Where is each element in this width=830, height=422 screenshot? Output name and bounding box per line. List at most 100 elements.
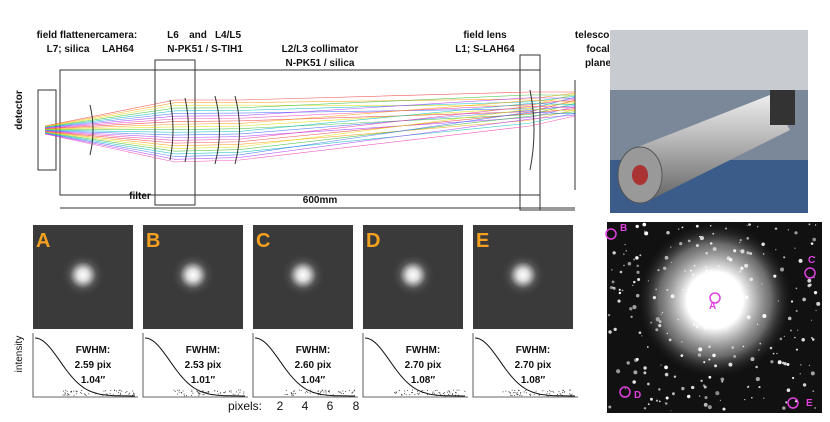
star — [709, 301, 711, 303]
ray — [44, 106, 576, 139]
star — [708, 358, 711, 361]
profile-point — [198, 395, 200, 397]
profile-point — [103, 390, 105, 392]
star — [770, 360, 774, 364]
ray — [44, 100, 576, 130]
star — [695, 224, 699, 228]
star — [708, 375, 712, 379]
ray — [44, 112, 576, 155]
profile-point — [212, 394, 214, 396]
profile-point — [202, 393, 204, 395]
label: L7; silica — [47, 44, 90, 55]
fwhm-text: 1.08″ — [521, 375, 545, 386]
profile-point — [353, 395, 355, 397]
star — [744, 295, 749, 299]
axis-label: pixels: — [228, 399, 262, 413]
profile-point — [433, 392, 435, 394]
profile-point — [304, 392, 306, 394]
profile-point — [440, 394, 442, 396]
star — [655, 317, 660, 322]
ray — [44, 114, 576, 160]
profile-point — [291, 393, 293, 395]
star — [700, 293, 704, 296]
profile-point — [110, 390, 112, 392]
profile-point — [118, 389, 120, 391]
star — [733, 354, 737, 358]
star — [724, 227, 728, 230]
profile-point — [128, 393, 130, 395]
profile-axes — [362, 333, 468, 398]
profile-point — [125, 392, 127, 394]
profile-point — [505, 390, 507, 392]
profile-point — [426, 389, 428, 391]
fwhm-text: FWHM: — [76, 345, 110, 356]
psf-spot — [171, 253, 215, 297]
profile-point — [455, 394, 457, 396]
star — [813, 291, 818, 295]
profile-point — [458, 395, 460, 397]
star — [635, 256, 639, 260]
label: L6 — [167, 30, 179, 41]
tick-label: 2 — [277, 399, 284, 413]
star — [783, 256, 786, 259]
star — [643, 371, 647, 375]
profile-point — [293, 394, 295, 396]
star — [670, 294, 675, 299]
profile-point — [237, 393, 239, 395]
profile-point — [65, 393, 67, 395]
label: field flattener — [37, 30, 100, 41]
tick-label: 6 — [327, 399, 334, 413]
star — [706, 305, 710, 308]
fwhm-text: 1.04″ — [81, 375, 105, 386]
star — [643, 407, 647, 410]
fwhm-text: FWHM: — [406, 345, 440, 356]
label: N-PK51 / silica — [286, 58, 355, 69]
star — [630, 315, 633, 319]
profile-point — [550, 390, 552, 392]
star — [664, 255, 669, 260]
star — [624, 388, 626, 390]
star — [710, 269, 713, 273]
fwhm-text: FWHM: — [516, 345, 550, 356]
profile-point — [523, 391, 525, 393]
star — [665, 402, 668, 405]
star — [755, 377, 760, 382]
profile-point — [514, 390, 516, 392]
star — [609, 286, 614, 290]
star — [633, 258, 636, 261]
profile-point — [559, 393, 561, 395]
profile-point — [393, 391, 395, 393]
marker-label: E — [806, 398, 813, 409]
profile-point — [570, 394, 572, 396]
profile-point — [430, 394, 432, 396]
profile-point — [183, 393, 185, 395]
star — [691, 385, 695, 390]
star — [696, 324, 698, 327]
profile-point — [519, 393, 521, 395]
star — [660, 364, 662, 366]
profile-curve — [144, 337, 245, 397]
profile-point — [67, 394, 69, 396]
star — [777, 300, 779, 302]
profile-point — [182, 390, 184, 392]
profile-point — [338, 391, 340, 393]
star — [636, 270, 640, 274]
profile-point — [192, 392, 194, 394]
star — [703, 402, 708, 407]
profile-point — [458, 389, 460, 391]
profile-point — [349, 395, 351, 397]
marker-label: B — [620, 223, 627, 234]
star — [802, 297, 806, 302]
star — [704, 266, 707, 268]
ray — [44, 106, 576, 141]
profile-point — [529, 393, 531, 395]
star — [748, 223, 751, 226]
star — [715, 391, 720, 396]
star — [684, 269, 686, 272]
star — [741, 292, 744, 295]
star — [746, 224, 748, 226]
star — [787, 229, 789, 231]
ray — [44, 115, 576, 163]
profile-point — [549, 393, 551, 395]
profile-point — [464, 390, 466, 392]
